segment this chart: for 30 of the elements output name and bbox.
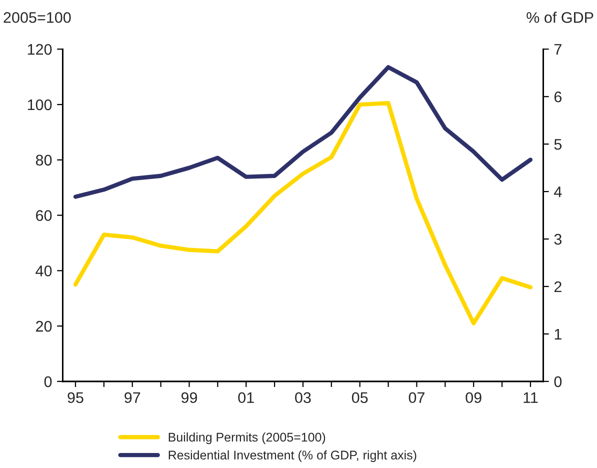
y2-tick-label: 3 [554, 234, 562, 245]
y-tick-label: 120 [28, 44, 52, 55]
line-series [73, 101, 533, 326]
line-series [73, 65, 533, 199]
x-tick-label: 11 [524, 392, 538, 403]
y-tick-label: 80 [36, 154, 52, 166]
y2-tick-label: 6 [554, 91, 562, 102]
x-tick-label: 07 [408, 392, 424, 404]
legend-label: Building Permits (2005=100) [168, 432, 326, 444]
x-tick-label: 03 [295, 392, 311, 404]
x-tick-label: 05 [352, 392, 368, 404]
y-tick-label: 60 [36, 210, 52, 221]
y2-axis-title: % of GDP [526, 12, 594, 23]
x-tick-label: 95 [68, 392, 84, 404]
y2-tick-label: 4 [554, 186, 562, 198]
y-tick-label: 40 [36, 266, 52, 276]
y-tick-label: 20 [36, 320, 52, 332]
y2-tick-label: 0 [554, 376, 562, 388]
x-tick-label: 97 [124, 392, 140, 404]
y2-tick-label: 1 [554, 328, 562, 340]
y2-tick-label: 5 [554, 139, 562, 150]
y-tick-label: 0 [44, 376, 52, 388]
y2-tick-label: 2 [554, 281, 562, 292]
x-tick-label: 09 [466, 392, 482, 404]
y-axis-title: 2005=100 [4, 12, 71, 23]
y2-tick-label: 7 [554, 44, 562, 55]
y-tick-label: 100 [28, 99, 52, 110]
x-tick-label: 99 [181, 392, 198, 404]
legend-label: Residential Investment (% of GDP, right axis) [168, 450, 416, 462]
x-tick-label: 01 [238, 392, 254, 404]
